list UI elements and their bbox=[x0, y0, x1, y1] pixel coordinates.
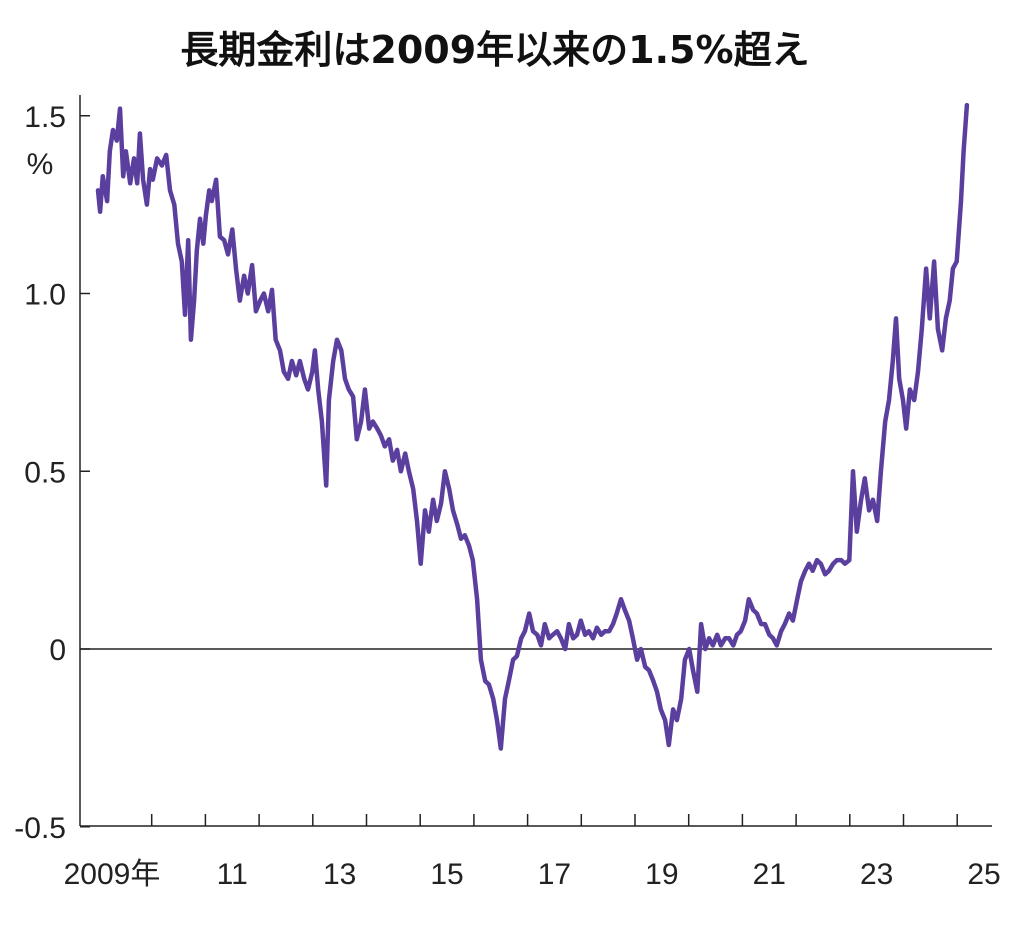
y-tick-label: 1.0 bbox=[24, 279, 66, 312]
x-tick-label: 25 bbox=[967, 858, 1000, 891]
x-tick-label: 23 bbox=[860, 858, 893, 891]
y-ticks: 1.5 1.0 0.5 0 -0.5 bbox=[14, 101, 90, 845]
y-tick-label: 0 bbox=[49, 634, 66, 667]
series-line-long-term-rate bbox=[95, 102, 970, 751]
x-ticks: 2009年 11 13 15 17 19 21 23 25 bbox=[64, 814, 1001, 891]
y-tick-label: 0.5 bbox=[24, 456, 66, 489]
x-tick-label: 15 bbox=[430, 858, 463, 891]
x-tick-label: 17 bbox=[538, 858, 571, 891]
x-tick-label: 2009年 bbox=[64, 858, 161, 891]
x-tick-label: 19 bbox=[645, 858, 678, 891]
x-tick-label: 11 bbox=[217, 858, 248, 891]
y-axis-unit-label: % bbox=[27, 148, 54, 181]
y-tick-label: -0.5 bbox=[14, 812, 66, 845]
x-tick-label: 21 bbox=[753, 858, 786, 891]
x-tick-label: 13 bbox=[323, 858, 356, 891]
chart-title: 長期金利は2009年以来の1.5%超え bbox=[180, 28, 809, 72]
y-tick-label: 1.5 bbox=[24, 101, 66, 134]
